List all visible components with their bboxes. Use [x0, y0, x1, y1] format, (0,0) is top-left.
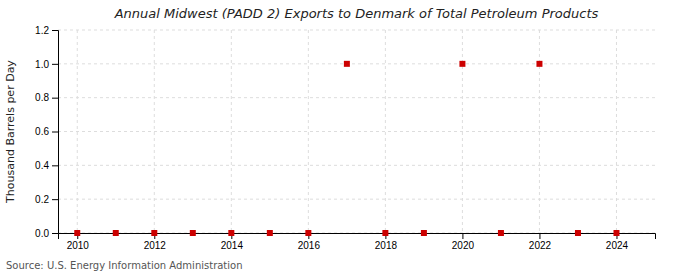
grid-line [308, 30, 309, 233]
grid-line [385, 30, 386, 233]
tick-label: 1.0 [35, 59, 49, 70]
point [151, 230, 157, 236]
tick-mark [462, 233, 463, 239]
tick-label: 0.0 [35, 228, 49, 239]
grid-line [58, 199, 655, 200]
title: Annual Midwest (PADD 2) Exports to Denma… [114, 6, 599, 21]
point [536, 61, 542, 67]
tick-label: 2014 [221, 240, 244, 251]
grid-line [58, 165, 655, 166]
point [575, 230, 581, 236]
tick-label: 2010 [67, 240, 90, 251]
tick-label: 0.4 [35, 160, 49, 171]
points [74, 61, 619, 236]
tick-label: 0.8 [35, 92, 49, 103]
tick: 0.6 [35, 126, 58, 137]
tick: 1.2 [35, 25, 58, 36]
point [344, 61, 350, 67]
tick: 0.2 [35, 194, 58, 205]
tick-mark [539, 233, 540, 239]
tick-mark [52, 30, 58, 31]
chart: 201020122014201620182020202220240.00.20.… [0, 0, 675, 275]
tick: 0.0 [35, 228, 58, 239]
axis-line [59, 234, 656, 240]
tick-label: 2012 [144, 240, 167, 251]
tick: 1.0 [35, 59, 58, 70]
grid-line [231, 30, 232, 233]
source-note: Source: U.S. Energy Information Administ… [6, 260, 243, 271]
tick-mark [52, 199, 58, 200]
tick-mark [52, 64, 58, 65]
point [113, 230, 119, 236]
tick-mark [52, 233, 58, 234]
grid-line [58, 131, 655, 132]
y-axis: 0.0 0.2 0.4 0.6 0.8 1.0 1.2 [35, 25, 58, 239]
grid-line [58, 63, 655, 64]
tick-label: 1.2 [35, 25, 49, 36]
tick: 0.4 [35, 160, 58, 171]
tick-label: 2024 [606, 240, 629, 251]
tick: 2020 [452, 233, 475, 251]
axis-line [52, 31, 59, 234]
point [228, 230, 234, 236]
tick-mark [52, 98, 58, 99]
tick-label: 2018 [375, 240, 398, 251]
tick-label: 2020 [452, 240, 475, 251]
tick-label: 2016 [298, 240, 321, 251]
y-axis-title: Thousand Barrels per Day [4, 60, 17, 204]
grid-line [58, 97, 655, 98]
point [190, 230, 196, 236]
tick: 0.8 [35, 92, 58, 103]
tick-label: 2022 [529, 240, 552, 251]
grid-line [58, 30, 655, 31]
point [421, 230, 427, 236]
point [305, 230, 311, 236]
point [382, 230, 388, 236]
tick-mark [52, 165, 58, 166]
grid [58, 30, 655, 233]
x-axis: 2010 2012 2014 2016 2018 2020 2022 2024 [59, 233, 656, 251]
tick-label: 0.6 [35, 126, 49, 137]
point [613, 230, 619, 236]
point [267, 230, 273, 236]
tick-label: 0.2 [35, 194, 49, 205]
point [459, 61, 465, 67]
tick-mark [52, 132, 58, 133]
tick: 2022 [529, 233, 552, 251]
plot: 201020122014201620182020202220240.00.20.… [35, 25, 655, 251]
point [498, 230, 504, 236]
point [74, 230, 80, 236]
